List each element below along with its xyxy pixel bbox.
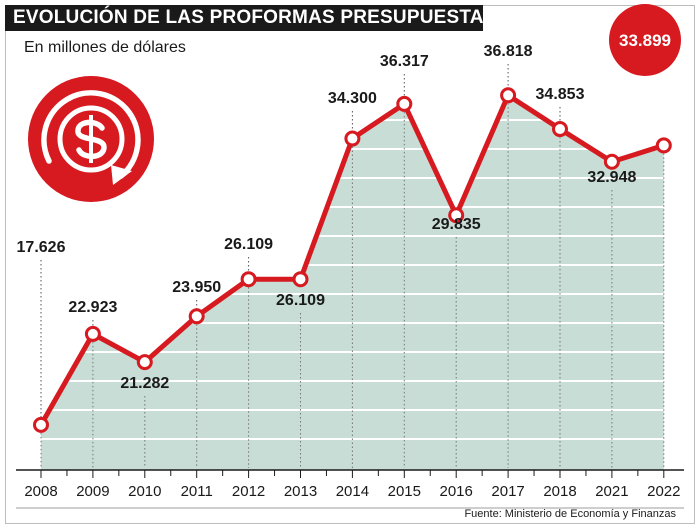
highlight-badge: 33.899 bbox=[609, 4, 681, 76]
data-label: 17.626 bbox=[17, 239, 66, 256]
data-label: 26.109 bbox=[224, 236, 273, 253]
x-tick-label: 2014 bbox=[336, 483, 369, 500]
data-point bbox=[188, 308, 205, 325]
x-tick-label: 2022 bbox=[647, 483, 680, 500]
x-tick-label: 2012 bbox=[232, 483, 265, 500]
page-title: EVOLUCIÓN DE LAS PROFORMAS PRESUPUESTARI… bbox=[5, 5, 483, 31]
data-label: 36.317 bbox=[380, 53, 429, 70]
data-point bbox=[552, 121, 568, 138]
data-label: 34.853 bbox=[536, 86, 585, 103]
data-point bbox=[292, 271, 309, 288]
data-label: 36.818 bbox=[484, 43, 533, 60]
data-label: 21.282 bbox=[120, 375, 169, 392]
badge-value: 33.899 bbox=[619, 31, 671, 50]
x-tick-label: 2011 bbox=[181, 483, 213, 500]
source-note: Fuente: Ministerio de Economía y Finanza… bbox=[464, 508, 676, 520]
data-label: 22.923 bbox=[68, 299, 117, 316]
series-layer bbox=[33, 87, 672, 433]
x-tick-label: 2013 bbox=[284, 483, 317, 500]
data-label-layer: 17.626 22.923 21.282 23.950 26.109 26.109 34.3… bbox=[17, 43, 637, 392]
x-tick-label: 2010 bbox=[128, 483, 161, 500]
data-point bbox=[344, 130, 361, 147]
dollar-s bbox=[75, 119, 107, 160]
cycle-arrow bbox=[41, 90, 141, 179]
data-point bbox=[655, 137, 672, 154]
coin-ring bbox=[57, 105, 125, 173]
chart-subtitle: En millones de dólares bbox=[24, 39, 186, 56]
x-tick-label: 2018 bbox=[543, 483, 576, 500]
x-tick-label: 2016 bbox=[440, 483, 473, 500]
data-point bbox=[500, 87, 517, 104]
data-point bbox=[396, 95, 413, 112]
badge-circle bbox=[609, 4, 681, 76]
x-tick-label: 2008 bbox=[24, 483, 57, 500]
x-tick-label: 2009 bbox=[76, 483, 109, 500]
guide-layer bbox=[40, 64, 665, 468]
arrow-head bbox=[111, 165, 132, 185]
data-label: 29.835 bbox=[432, 216, 481, 233]
data-label: 34.300 bbox=[328, 90, 377, 107]
data-label: 23.950 bbox=[172, 279, 221, 296]
x-tick-label: 2015 bbox=[388, 483, 421, 500]
data-label: 26.109 bbox=[276, 292, 325, 309]
data-point bbox=[448, 207, 465, 224]
x-axis: 2008 2009 2010 2011 2012 2013 2014 2015 2016 2017… bbox=[16, 469, 684, 509]
data-point bbox=[240, 271, 257, 288]
data-point bbox=[84, 325, 101, 342]
data-point bbox=[603, 153, 620, 170]
dollar-cycle-icon bbox=[28, 76, 154, 202]
x-tick-label: 2017 bbox=[491, 483, 524, 500]
x-tick-label: 2021 bbox=[595, 483, 628, 500]
data-label: 32.948 bbox=[587, 169, 636, 186]
data-point bbox=[136, 354, 153, 371]
data-point bbox=[33, 416, 49, 433]
